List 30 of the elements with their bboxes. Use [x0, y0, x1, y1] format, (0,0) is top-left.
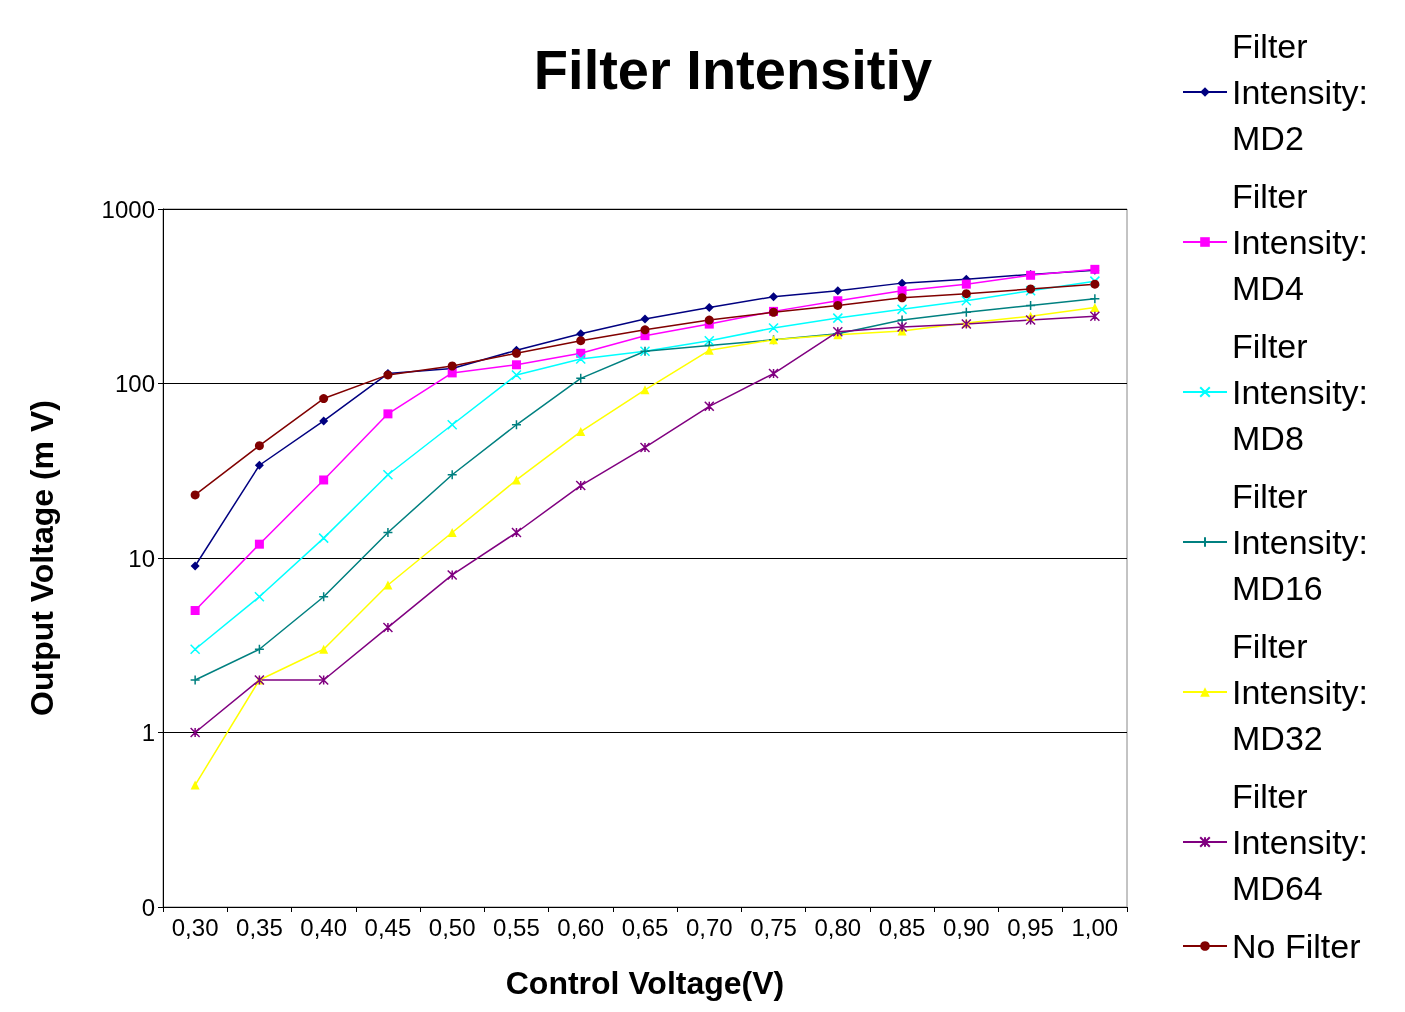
y-tick-label: 10	[128, 544, 155, 572]
x-tick-label: 0,55	[493, 913, 540, 941]
y-axis-title: Output Voltage (m V)	[24, 400, 60, 716]
x-tick-label: 0,80	[814, 913, 862, 941]
x-tick-label: 0,90	[942, 913, 990, 941]
x-tick-label: 0,65	[621, 913, 669, 941]
legend-label: Filter Intensity: MD4	[1232, 177, 1378, 307]
x-tick-label: 0,30	[171, 913, 219, 941]
x-tick-label: 1,00	[1071, 913, 1119, 941]
x-tick-label: 0,35	[236, 913, 283, 941]
legend-label: Filter Intensity: MD64	[1232, 777, 1378, 907]
legend-label: Filter Intensity: MD32	[1232, 627, 1378, 757]
x-tick-label: 0,50	[428, 913, 476, 941]
legend-label: No Filter	[1232, 927, 1361, 965]
x-tick-label: 0,85	[878, 913, 926, 941]
y-tick-label: 1000	[101, 195, 155, 223]
x-tick-label: 0,45	[364, 913, 412, 941]
y-tick-label: 1	[141, 719, 155, 746]
x-tick-label: 0,75	[750, 913, 797, 941]
y-tick-label: 0	[141, 893, 155, 921]
x-tick-label: 0,60	[557, 913, 605, 941]
y-tick-label: 100	[114, 370, 155, 397]
chart-title: Filter Intensitiy	[533, 37, 933, 101]
legend-label: Filter Intensity: MD8	[1232, 327, 1378, 457]
legend-label: Filter Intensity: MD16	[1232, 477, 1378, 607]
x-tick-label: 0,70	[685, 913, 733, 941]
legend-label: Filter Intensity: MD2	[1232, 27, 1378, 157]
x-tick-label: 0,40	[300, 913, 348, 941]
x-tick-label: 0,95	[1007, 913, 1054, 941]
x-axis-title: Control Voltage(V)	[505, 965, 785, 1001]
